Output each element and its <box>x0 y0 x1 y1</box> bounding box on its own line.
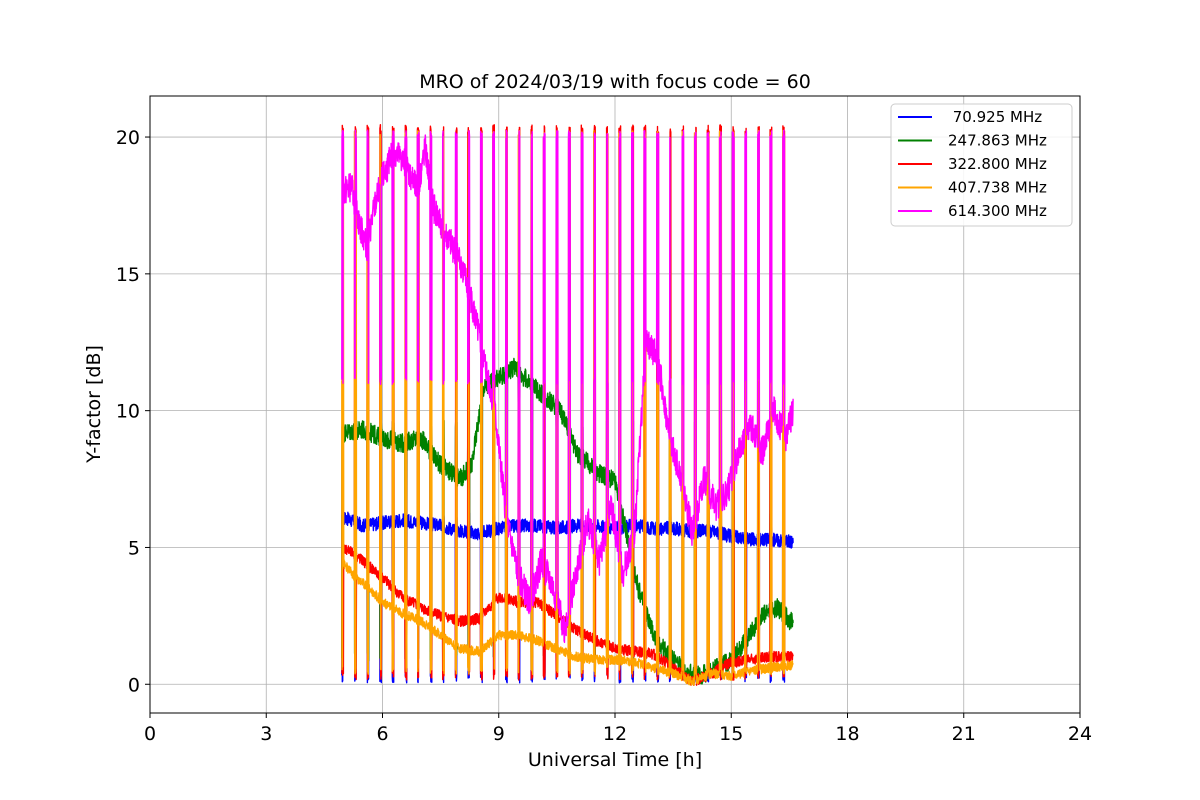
series-614mhz-line <box>341 129 794 644</box>
x-tick-label: 12 <box>603 723 627 745</box>
y-tick-label: 0 <box>128 674 140 696</box>
x-axis-label: Universal Time [h] <box>528 749 702 771</box>
chart-title: MRO of 2024/03/19 with focus code = 60 <box>419 71 811 93</box>
plot-content <box>341 124 794 686</box>
x-tick-label: 18 <box>835 723 859 745</box>
legend-label: 407.738 MHz <box>948 179 1047 197</box>
legend-label: 70.925 MHz <box>948 108 1042 126</box>
y-axis: 0 5 10 15 20 <box>116 127 150 696</box>
x-tick-label: 15 <box>719 723 743 745</box>
x-tick-label: 9 <box>493 723 505 745</box>
y-tick-label: 5 <box>128 537 140 559</box>
legend: 70.925 MHz 247.863 MHz 322.800 MHz 407.738 … <box>890 103 1073 227</box>
y-axis-label: Y-factor [dB] <box>83 345 105 464</box>
x-tick-label: 24 <box>1068 723 1092 745</box>
legend-label: 614.300 MHz <box>948 202 1047 220</box>
x-tick-label: 0 <box>144 723 156 745</box>
y-tick-label: 10 <box>116 401 140 423</box>
x-tick-label: 21 <box>952 723 976 745</box>
x-axis: 0 3 6 9 12 15 18 21 24 <box>144 713 1092 745</box>
series-407mhz-line <box>341 129 794 686</box>
legend-label: 322.800 MHz <box>948 155 1047 173</box>
y-tick-label: 20 <box>116 127 140 149</box>
legend-box <box>890 103 1073 227</box>
x-tick-label: 6 <box>376 723 388 745</box>
y-tick-label: 15 <box>116 264 140 286</box>
legend-label: 247.863 MHz <box>948 132 1047 150</box>
x-tick-label: 3 <box>260 723 272 745</box>
